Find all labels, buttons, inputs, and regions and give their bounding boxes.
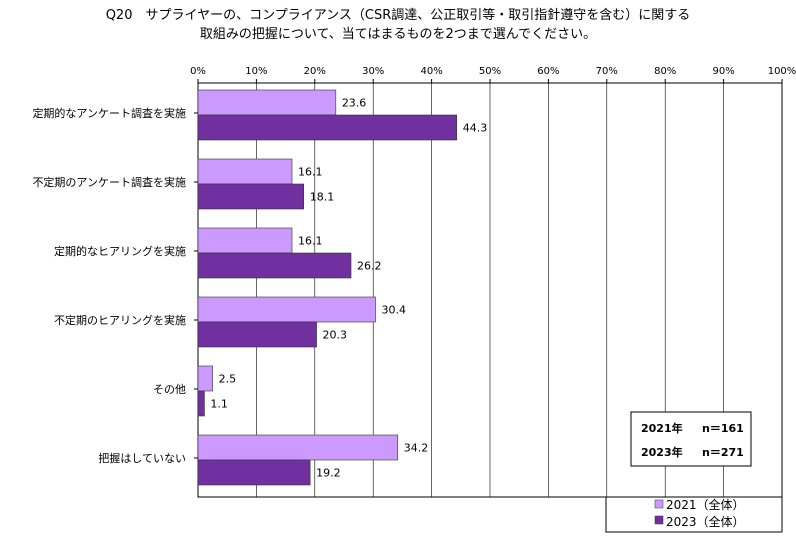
chart-title-line-1: Q20 サプライヤーの、コンプライアンス（CSR調達、公正取引等・取引指針遵守を… bbox=[105, 8, 691, 23]
category-label: 把握はしていない bbox=[98, 451, 186, 465]
x-tick-label: 50% bbox=[479, 66, 501, 77]
legend-frame bbox=[605, 496, 783, 533]
x-tick-label: 80% bbox=[654, 66, 676, 77]
data-label: 34.2 bbox=[404, 442, 429, 455]
x-tick-label: 40% bbox=[420, 66, 442, 77]
category-label: 不定期のアンケート調査を実施 bbox=[32, 175, 186, 189]
x-tick-label: 0% bbox=[190, 66, 206, 77]
category-label: 定期的なアンケート調査を実施 bbox=[32, 106, 186, 120]
category-label: 不定期のヒアリングを実施 bbox=[54, 313, 186, 327]
x-tick-label: 20% bbox=[304, 66, 326, 77]
bar-2023 bbox=[197, 459, 311, 486]
bar-2021 bbox=[197, 434, 399, 461]
data-label: 18.1 bbox=[310, 191, 335, 204]
x-tick-label: 100% bbox=[768, 66, 796, 77]
category-label: 定期的なヒアリングを実施 bbox=[54, 244, 186, 258]
x-tick-label: 90% bbox=[712, 66, 734, 77]
legend-swatch-2023 bbox=[654, 515, 664, 525]
bar-2021 bbox=[197, 365, 213, 392]
data-labels: 23.6 44.3 16.1 18.1 16.1 26.2 30.4 20.3 2.5 1.1 34… bbox=[210, 97, 487, 480]
data-label: 2.5 bbox=[219, 373, 237, 386]
data-label: 19.2 bbox=[316, 467, 341, 480]
bar-2021 bbox=[197, 227, 293, 254]
legend-label-2021: 2021（全体） bbox=[666, 497, 745, 512]
bar-2023 bbox=[197, 252, 352, 279]
n-2021-value: n＝161 bbox=[702, 422, 744, 435]
n-2023-year: 2023年 bbox=[641, 445, 683, 459]
x-tick-label: 60% bbox=[537, 66, 559, 77]
legend-swatch-2021 bbox=[654, 499, 664, 509]
n-2021-year: 2021年 bbox=[641, 421, 683, 435]
x-axis-ticks: 0% 10% 20% 30% 40% 50% 60% 70% 80% 90% 100% bbox=[190, 66, 796, 83]
chart-title-line-2: 取組みの把握について、当てはまるものを2つまで選んでください。 bbox=[199, 27, 597, 42]
x-tick-label: 70% bbox=[596, 66, 618, 77]
data-label: 26.2 bbox=[357, 260, 382, 273]
category-labels: 定期的なアンケート調査を実施不定期のアンケート調査を実施定期的なヒアリングを実施… bbox=[32, 106, 198, 465]
bar-2023 bbox=[197, 183, 305, 210]
legend: 2021（全体） 2023（全体） bbox=[605, 496, 783, 533]
n-2023-value: n＝271 bbox=[702, 446, 744, 459]
data-label: 44.3 bbox=[463, 122, 488, 135]
bar-2021 bbox=[197, 296, 376, 323]
bar-2021 bbox=[197, 89, 337, 116]
category-label: その他 bbox=[153, 383, 186, 396]
data-label: 30.4 bbox=[382, 304, 407, 317]
bar-2021 bbox=[197, 158, 293, 185]
sample-size-box: 2021年 n＝161 2023年 n＝271 bbox=[630, 411, 752, 467]
data-label: 16.1 bbox=[298, 235, 323, 248]
bar-2023 bbox=[197, 321, 317, 348]
bar-2023 bbox=[197, 390, 205, 417]
bars bbox=[197, 89, 458, 486]
sample-size-frame bbox=[630, 411, 752, 467]
data-label: 23.6 bbox=[342, 97, 367, 110]
bar-2023 bbox=[197, 114, 458, 141]
x-tick-label: 30% bbox=[362, 66, 384, 77]
x-tick-label: 10% bbox=[245, 66, 267, 77]
legend-label-2023: 2023（全体） bbox=[666, 514, 745, 529]
data-label: 20.3 bbox=[323, 329, 348, 342]
data-label: 1.1 bbox=[210, 398, 228, 411]
data-label: 16.1 bbox=[298, 166, 323, 179]
